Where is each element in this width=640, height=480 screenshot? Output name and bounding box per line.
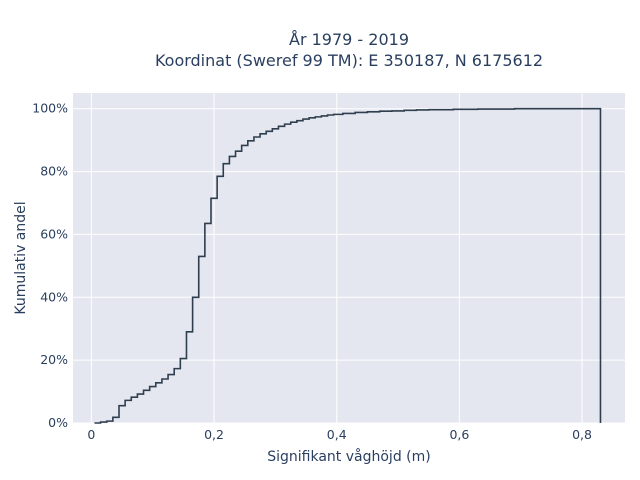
grid-lines: [73, 93, 625, 424]
y-tick-label: 100%: [32, 101, 68, 116]
y-axis-ticks: 0% 20% 40% 60% 80% 100%: [32, 101, 68, 430]
y-tick-label: 20%: [40, 352, 68, 367]
plot-area: [73, 93, 625, 423]
x-tick-label: 0,6: [449, 427, 469, 442]
x-axis-label: Signifikant våghöjd (m): [267, 448, 430, 465]
chart-title-line1: År 1979 - 2019: [289, 30, 409, 49]
y-tick-label: 80%: [40, 164, 68, 179]
x-tick-label: 0: [87, 427, 95, 442]
y-axis-label: Kumulativ andel: [13, 201, 29, 314]
y-tick-label: 40%: [40, 289, 68, 304]
x-tick-label: 0,4: [327, 427, 347, 442]
y-tick-label: 60%: [40, 226, 68, 241]
y-tick-label: 0%: [48, 415, 68, 430]
cdf-step-line: [94, 107, 602, 424]
x-axis-ticks: 0 0,2 0,4 0,6 0,8: [87, 427, 592, 442]
x-tick-label: 0,2: [204, 427, 224, 442]
x-tick-label: 0,8: [572, 427, 592, 442]
chart-title-line2: Koordinat (Sweref 99 TM): E 350187, N 61…: [155, 51, 543, 70]
